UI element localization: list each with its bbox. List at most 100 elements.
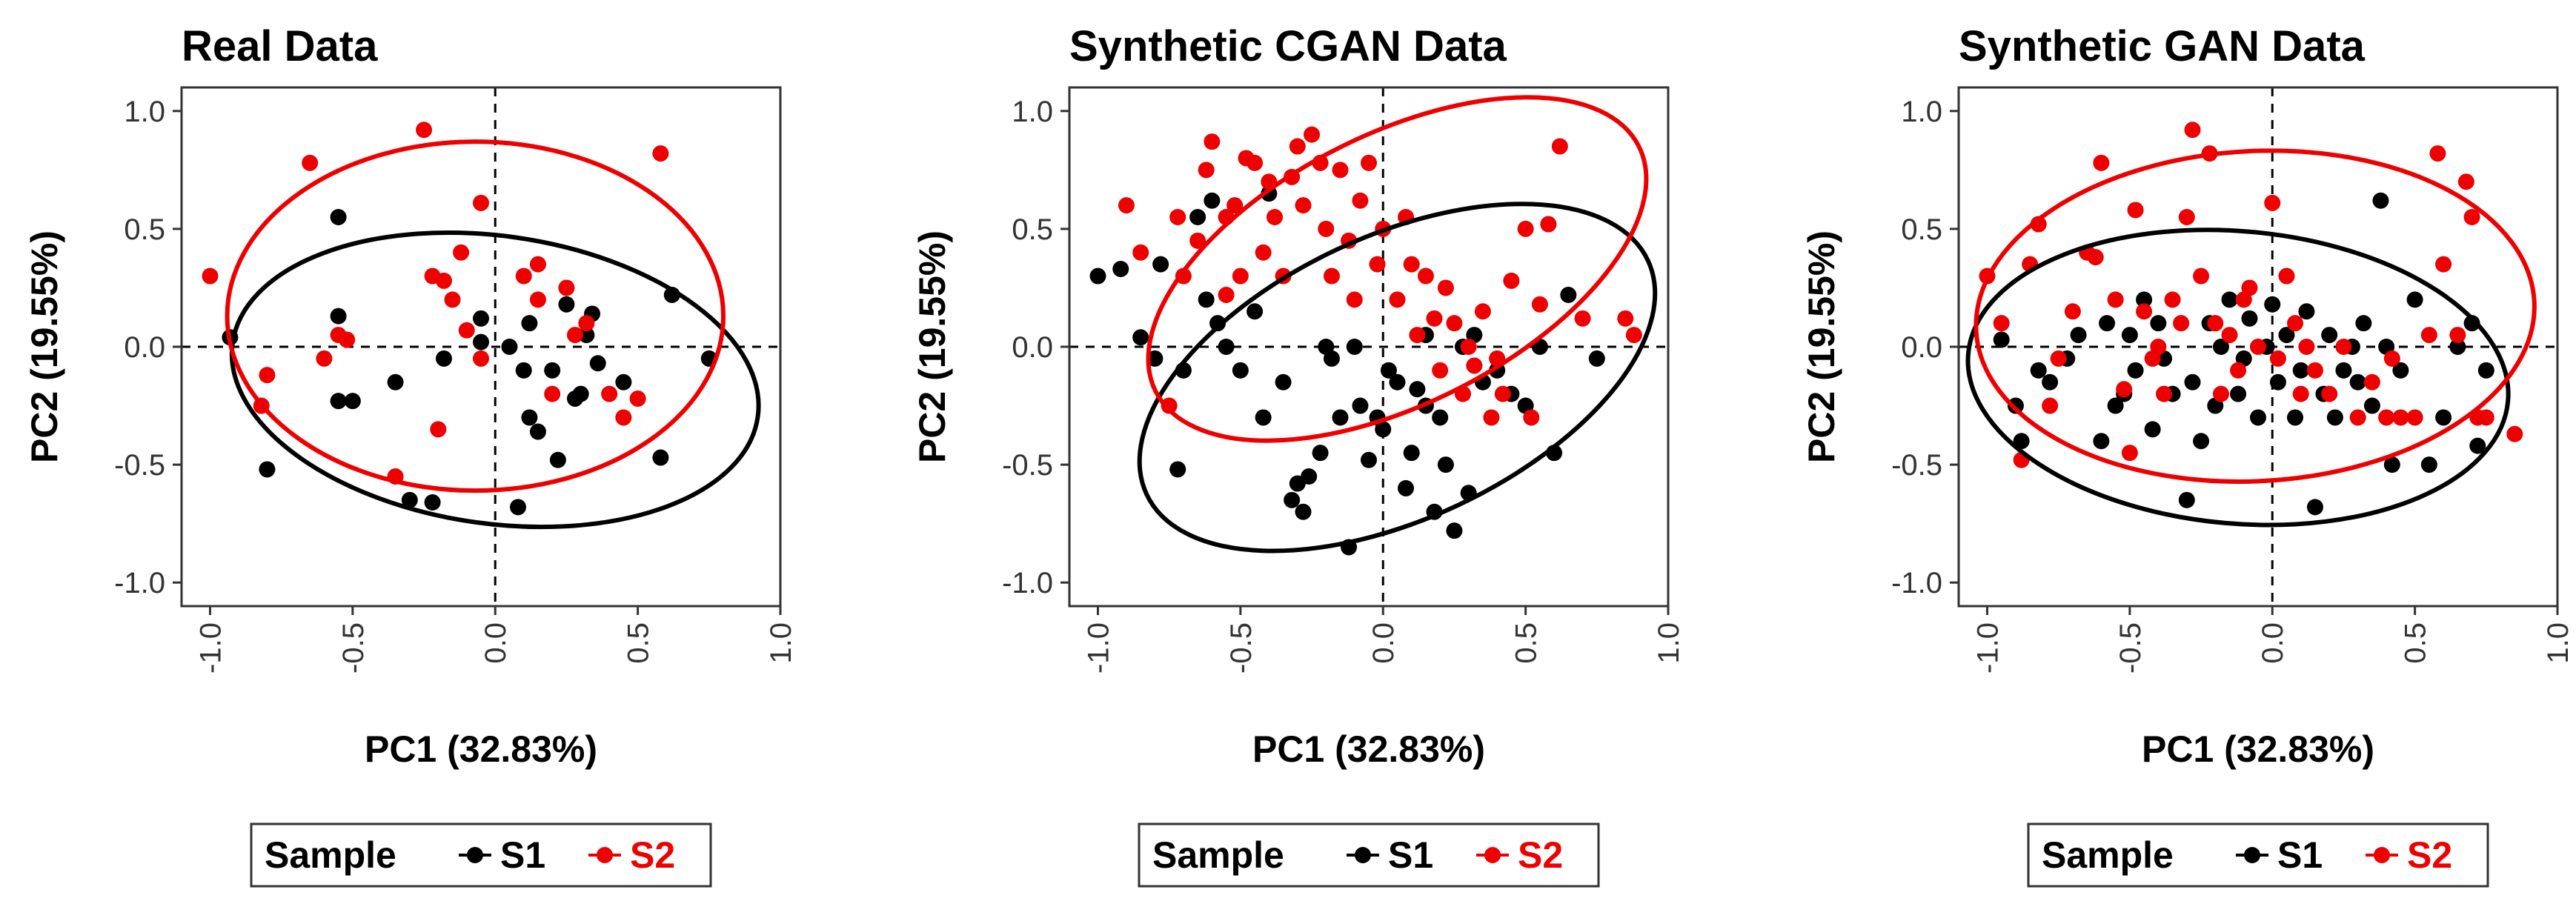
point-s2 xyxy=(416,122,433,139)
point-s1 xyxy=(1332,409,1349,426)
point-s2 xyxy=(2298,339,2315,355)
point-s2 xyxy=(1204,133,1221,150)
point-s2 xyxy=(1432,362,1449,379)
point-s1 xyxy=(1375,421,1392,438)
point-s1 xyxy=(330,393,347,410)
x-tick-label: 0.5 xyxy=(623,622,655,664)
y-tick-label: 0.5 xyxy=(1012,213,1053,246)
point-s1 xyxy=(1389,373,1406,390)
point-s1 xyxy=(529,423,546,440)
point-s1 xyxy=(501,339,518,355)
panel-title: Synthetic CGAN Data xyxy=(1069,22,1507,70)
point-s2 xyxy=(316,350,333,367)
legend-key-dot-s2 xyxy=(597,847,613,863)
point-s1 xyxy=(473,310,489,327)
point-s2 xyxy=(1540,216,1557,233)
point-s1 xyxy=(2392,362,2409,379)
point-s1 xyxy=(2013,433,2030,450)
point-s1 xyxy=(1295,503,1312,520)
point-s2 xyxy=(2116,381,2133,398)
point-s2 xyxy=(2429,145,2446,162)
point-s2 xyxy=(2278,267,2295,285)
point-s2 xyxy=(473,350,489,367)
point-s1 xyxy=(2349,373,2366,390)
x-tick-label: -1.0 xyxy=(1082,622,1115,674)
point-s2 xyxy=(1574,310,1591,327)
point-s1 xyxy=(515,362,532,379)
point-s2 xyxy=(1409,327,1426,344)
point-s1 xyxy=(330,308,347,325)
point-s2 xyxy=(202,267,219,285)
point-s2 xyxy=(566,327,583,344)
point-s2 xyxy=(430,421,447,438)
point-s2 xyxy=(1118,197,1135,214)
point-s2 xyxy=(1226,197,1244,214)
point-s2 xyxy=(544,385,561,402)
point-s1 xyxy=(1198,291,1215,308)
ellipse-s2 xyxy=(225,139,726,493)
point-s2 xyxy=(558,279,575,296)
point-s2 xyxy=(601,385,618,402)
y-tick-label: -0.5 xyxy=(114,449,165,482)
point-s2 xyxy=(1332,162,1349,179)
point-s1 xyxy=(1146,350,1163,367)
point-s1 xyxy=(1446,522,1463,539)
x-axis-label: PC1 (32.83%) xyxy=(365,728,597,770)
point-s2 xyxy=(2173,315,2190,332)
point-s1 xyxy=(1132,329,1149,346)
y-tick-label: 0.5 xyxy=(124,213,165,246)
legend-title: Sample xyxy=(265,834,396,876)
point-s2 xyxy=(2435,256,2452,273)
point-s1 xyxy=(2335,362,2352,379)
point-s1 xyxy=(572,385,589,402)
point-s1 xyxy=(2449,339,2466,355)
point-s1 xyxy=(2355,315,2372,332)
point-s2 xyxy=(2136,303,2153,320)
point-s2 xyxy=(1289,138,1306,155)
point-s2 xyxy=(2306,362,2323,379)
point-s2 xyxy=(444,291,461,308)
point-s1 xyxy=(2463,315,2480,332)
point-s1 xyxy=(473,333,489,350)
point-s1 xyxy=(2406,291,2423,308)
panel-2: Synthetic CGAN Data 1.0 0.5 0.0 -0.5 -1.0 -1.0… xyxy=(912,22,1685,888)
point-s2 xyxy=(2207,315,2224,332)
point-s2 xyxy=(1323,267,1340,285)
point-s2 xyxy=(1198,162,1215,179)
point-s1 xyxy=(2221,291,2238,308)
point-s1 xyxy=(2298,303,2315,320)
point-s1 xyxy=(2363,397,2380,414)
point-s1 xyxy=(1312,445,1329,462)
point-s1 xyxy=(424,494,441,511)
x-tick-label: 0.5 xyxy=(1510,622,1543,664)
point-s2 xyxy=(1503,272,1520,289)
y-axis-label: PC2 (19.55%) xyxy=(912,230,953,463)
point-s1 xyxy=(1232,362,1249,379)
point-s2 xyxy=(2093,154,2110,171)
point-s1 xyxy=(2321,327,2338,344)
point-s1 xyxy=(259,461,276,478)
point-s2 xyxy=(2477,409,2494,426)
y-tick-label: 1.0 xyxy=(124,96,165,128)
point-s2 xyxy=(515,267,532,285)
point-s2 xyxy=(1295,197,1312,214)
point-s1 xyxy=(1246,303,1264,320)
point-s1 xyxy=(578,327,595,344)
point-s2 xyxy=(1346,291,1363,308)
point-s2 xyxy=(2230,362,2247,379)
point-s2 xyxy=(578,315,595,332)
point-s1 xyxy=(558,296,575,313)
y-tick-label: 1.0 xyxy=(1012,96,1053,128)
point-s1 xyxy=(2136,291,2153,308)
point-s1 xyxy=(2420,456,2437,473)
legend: Sample S1 S2 xyxy=(2027,822,2489,888)
point-s1 xyxy=(2230,385,2247,402)
point-s2 xyxy=(2269,350,2286,367)
point-s1 xyxy=(549,451,566,468)
point-s2 xyxy=(2287,315,2304,332)
point-s1 xyxy=(1380,362,1397,379)
point-s1 xyxy=(1409,381,1426,398)
point-s1 xyxy=(2150,315,2167,332)
point-s1 xyxy=(1432,409,1449,426)
point-s2 xyxy=(1169,209,1186,225)
